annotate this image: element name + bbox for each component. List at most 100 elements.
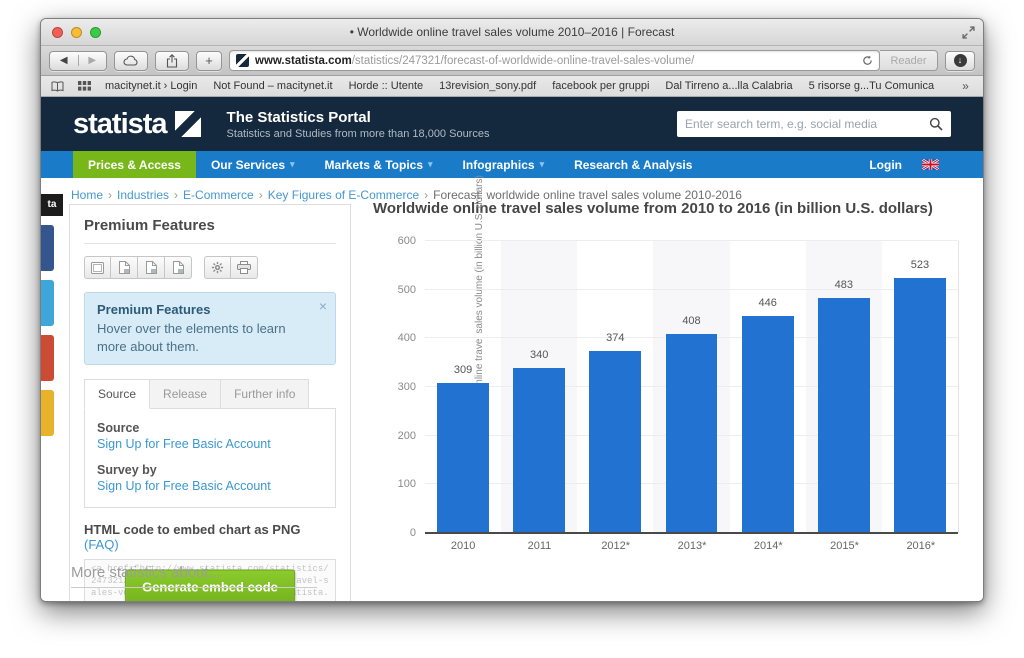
reload-button[interactable] xyxy=(862,55,873,66)
generate-embed-code-button[interactable]: Generate embed code xyxy=(125,569,295,601)
bar-chart: Online travel sales volume (in billion U… xyxy=(373,175,959,539)
x-tick-label: 2011 xyxy=(527,540,552,552)
tab-bar-new-tab-button[interactable]: + xyxy=(982,80,983,97)
portal-subtitle: Statistics and Studies from more than 18… xyxy=(226,127,490,140)
info-box-text: Hover over the elements to learn more ab… xyxy=(97,321,286,354)
fullscreen-icon[interactable] xyxy=(962,26,975,39)
nav-item-markets-topics[interactable]: Markets & Topics ▾ xyxy=(324,157,433,172)
x-tick-label: 2016* xyxy=(906,540,936,552)
tab-overview-button[interactable] xyxy=(78,81,91,91)
bar-2014[interactable] xyxy=(741,315,794,533)
breadcrumb-separator: › xyxy=(424,188,429,202)
tab-further-info[interactable]: Further info xyxy=(221,379,310,410)
back-button[interactable]: ◀ xyxy=(50,55,79,66)
breadcrumb-link[interactable]: Key Figures of E-Commerce xyxy=(267,188,420,202)
downloads-button[interactable]: ↓ xyxy=(945,50,975,71)
minimize-window-button[interactable] xyxy=(71,27,82,38)
nav-items: Prices & Access Our Services ▾ Markets & To… xyxy=(73,151,707,178)
download-xls-button[interactable] xyxy=(138,256,165,279)
nav-right: Login xyxy=(869,151,983,178)
nav-item-infographics[interactable]: Infographics ▾ xyxy=(462,157,545,172)
page-content: Home › Industries › E-Commerce › Key Figures o… xyxy=(41,175,983,601)
site-search xyxy=(677,111,951,137)
feedback-side-tab[interactable]: ta xyxy=(41,194,63,216)
close-window-button[interactable] xyxy=(52,27,63,38)
site-header: statista The Statistics Portal Statistic… xyxy=(41,97,983,151)
site-nav: Prices & Access Our Services ▾ Markets & To… xyxy=(41,151,983,178)
zoom-window-button[interactable] xyxy=(90,27,101,38)
nav-item-our-services[interactable]: Our Services ▾ xyxy=(210,157,295,172)
bar-2013[interactable] xyxy=(665,334,718,533)
source-group: Source Sign Up for Free Basic Account xyxy=(97,421,323,451)
download-png-button[interactable] xyxy=(84,256,111,279)
source-signup-link[interactable]: Sign Up for Free Basic Account xyxy=(97,437,271,452)
web-page: statista The Statistics Portal Statistic… xyxy=(41,97,983,601)
document-file-icon xyxy=(118,261,130,274)
breadcrumb-separator: › xyxy=(258,188,263,202)
bookmark-item[interactable]: 5 risorse g...Tu Comunica xyxy=(808,80,935,92)
settings-button[interactable] xyxy=(204,256,231,279)
share-icon xyxy=(166,53,178,68)
bar-value-label: 374 xyxy=(606,332,625,344)
y-axis-ticks: 0 100 200 300 400 500 600 xyxy=(389,235,425,539)
download-ppt-button[interactable] xyxy=(111,256,138,279)
breadcrumb-link[interactable]: E-Commerce xyxy=(183,188,254,202)
portal-title: The Statistics Portal xyxy=(226,108,371,126)
cloud-icon xyxy=(123,55,138,66)
bar-2010[interactable] xyxy=(437,382,489,533)
bookmarks-list: macitynet.it › Login Not Found – macityne… xyxy=(105,80,934,92)
icloud-button[interactable] xyxy=(114,50,148,71)
bar-2012[interactable] xyxy=(589,351,642,533)
bookmark-item[interactable]: 13revision_sony.pdf xyxy=(439,80,537,92)
share-twitter-button[interactable] xyxy=(41,280,54,326)
breadcrumb-link[interactable]: Industries xyxy=(117,188,170,202)
bar-2016[interactable] xyxy=(894,278,946,533)
y-tick-label: 300 xyxy=(397,381,416,393)
bookmark-item[interactable]: facebook per gruppi xyxy=(552,80,650,92)
more-statistics-link[interactable]: More statistics about... xyxy=(71,564,317,588)
language-flag-icon[interactable] xyxy=(922,159,939,170)
nav-item-research-analysis[interactable]: Research & Analysis xyxy=(574,157,693,172)
breadcrumb-link[interactable]: Home xyxy=(71,188,104,202)
share-other-button[interactable] xyxy=(41,390,54,436)
embed-code-box: <a href="http://www.statista.com/statist… xyxy=(84,559,336,601)
export-toolbar xyxy=(84,256,336,279)
x-axis-line xyxy=(425,532,958,534)
bookmark-item[interactable]: macitynet.it › Login xyxy=(105,80,198,92)
premium-info-box: Premium Features Hover over the elements… xyxy=(84,292,336,366)
forward-button[interactable]: ▶ xyxy=(88,55,97,66)
search-button[interactable] xyxy=(929,117,943,131)
x-tick-label: 2012* xyxy=(601,540,631,552)
bar-2015[interactable] xyxy=(817,297,870,533)
close-icon[interactable]: × xyxy=(318,298,327,314)
tab-release[interactable]: Release xyxy=(150,379,222,410)
reading-list-button[interactable] xyxy=(51,80,64,92)
tab-source[interactable]: Source xyxy=(84,379,151,410)
statista-logo[interactable]: statista xyxy=(73,109,201,139)
survey-signup-link[interactable]: Sign Up for Free Basic Account xyxy=(97,479,271,494)
share-button[interactable] xyxy=(155,50,189,71)
bookmark-item[interactable]: Horde :: Utente xyxy=(348,80,424,92)
statista-logo-mark-icon xyxy=(174,111,201,137)
download-pdf-button[interactable] xyxy=(165,256,192,279)
y-tick-label: 0 xyxy=(409,527,416,539)
search-input[interactable] xyxy=(685,117,929,131)
bookmark-item[interactable]: Not Found – macitynet.it xyxy=(213,80,333,92)
login-button[interactable]: Login xyxy=(869,157,902,172)
url-text: www.statista.com/statistics/247321/forec… xyxy=(255,55,856,67)
bookmark-item[interactable]: Dal Tirreno a...lla Calabria xyxy=(665,80,793,92)
bar-2011[interactable] xyxy=(513,367,566,533)
bar-value-label: 408 xyxy=(682,315,701,328)
new-tab-button[interactable]: + xyxy=(196,50,222,71)
address-bar[interactable]: www.statista.com/statistics/247321/forec… xyxy=(229,50,880,71)
share-googleplus-button[interactable] xyxy=(41,335,54,381)
y-tick-label: 500 xyxy=(397,283,416,296)
bookmarks-overflow-button[interactable]: » xyxy=(962,79,969,93)
nav-item-prices-access[interactable]: Prices & Access xyxy=(73,151,196,178)
print-button[interactable] xyxy=(231,256,258,279)
chart-column: 340 xyxy=(501,241,578,533)
share-facebook-button[interactable] xyxy=(41,225,54,271)
faq-link[interactable]: (FAQ) xyxy=(84,537,119,553)
reader-button[interactable]: Reader xyxy=(880,50,938,71)
